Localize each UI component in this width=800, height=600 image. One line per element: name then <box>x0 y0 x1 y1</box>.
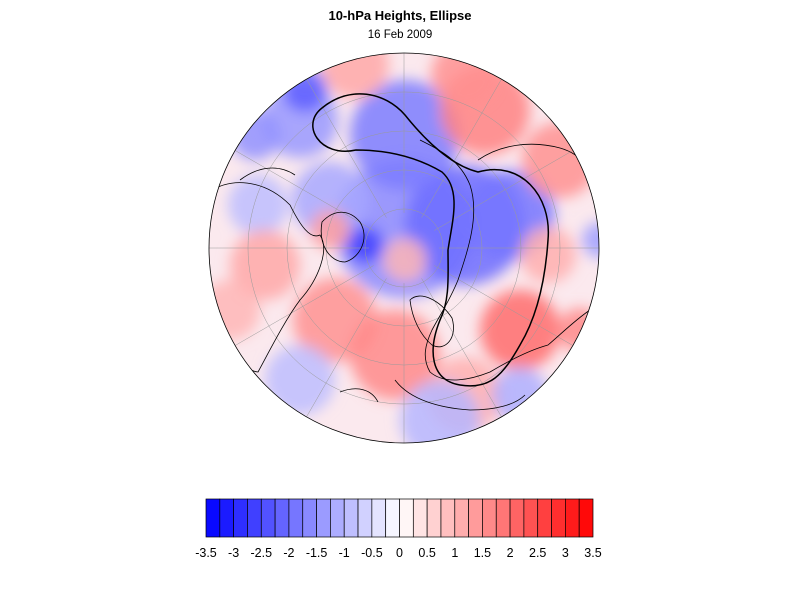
colorbar-tick-label: 0.5 <box>418 546 435 560</box>
colorbar-box <box>440 498 456 538</box>
colorbar-tick-label: -1 <box>339 546 350 560</box>
colorbar-box <box>260 498 276 538</box>
map-title: 10-hPa Heights, Ellipse <box>328 8 472 23</box>
colorbar-box <box>274 498 290 538</box>
colorbar-box <box>468 498 483 538</box>
colorbar-box <box>565 498 580 538</box>
colorbar-box <box>385 498 400 538</box>
colorbar-tick-labels: -3.5 -3 -2.5 -2 -1.5 -1 -0.5 0 0.5 1 1.5 2 2.5 3 3.5 <box>195 546 602 560</box>
anomaly-field <box>209 53 599 443</box>
colorbar-tick-label: 3.5 <box>584 546 601 560</box>
colorbar-box <box>578 498 594 538</box>
colorbar-box <box>523 498 539 538</box>
colorbar-tick-label: -3.5 <box>195 546 217 560</box>
colorbar-box <box>316 498 331 538</box>
colorbar-box <box>551 498 566 538</box>
colorbar-box <box>219 498 234 538</box>
colorbar-box <box>205 498 221 538</box>
colorbar-box <box>482 498 497 538</box>
colorbar-box <box>247 498 262 538</box>
polar-vortex-ellipse <box>312 93 550 387</box>
colorbar-tick-label: -2 <box>283 546 294 560</box>
colorbar-box <box>357 498 373 538</box>
colorbar-tick-label: 0 <box>396 546 403 560</box>
colorbar-box <box>412 498 428 538</box>
colorbar-box <box>288 498 304 538</box>
colorbar-tick-label: 1 <box>451 546 458 560</box>
colorbar-tick-label: -0.5 <box>361 546 383 560</box>
colorbar-box <box>426 498 442 538</box>
colorbar-box <box>454 498 469 538</box>
colorbar-tick-label: 2 <box>507 546 514 560</box>
map-date: 16 Feb 2009 <box>367 29 433 41</box>
colorbar-box <box>343 498 359 538</box>
colorbar-box <box>371 498 387 538</box>
colorbar-tick-label: -1.5 <box>306 546 328 560</box>
globe-outline <box>208 52 600 444</box>
colorbar-tick-label: 3 <box>562 546 569 560</box>
colorbar-tick-label: 2.5 <box>529 546 546 560</box>
colorbar-box <box>537 498 552 538</box>
colorbar-box <box>495 498 511 538</box>
colorbar-box <box>302 498 317 538</box>
colorbar-tick-label: -3 <box>228 546 239 560</box>
colorbar-box <box>233 498 248 538</box>
colorbar-box <box>399 498 414 538</box>
colorbar-box <box>330 498 345 538</box>
colorbar-box <box>509 498 525 538</box>
colorbar-tick-label: -2.5 <box>251 546 273 560</box>
colorbar-tick-label: 1.5 <box>474 546 491 560</box>
colorbar-boxes <box>205 498 594 538</box>
lat-lon-grid <box>209 53 599 443</box>
